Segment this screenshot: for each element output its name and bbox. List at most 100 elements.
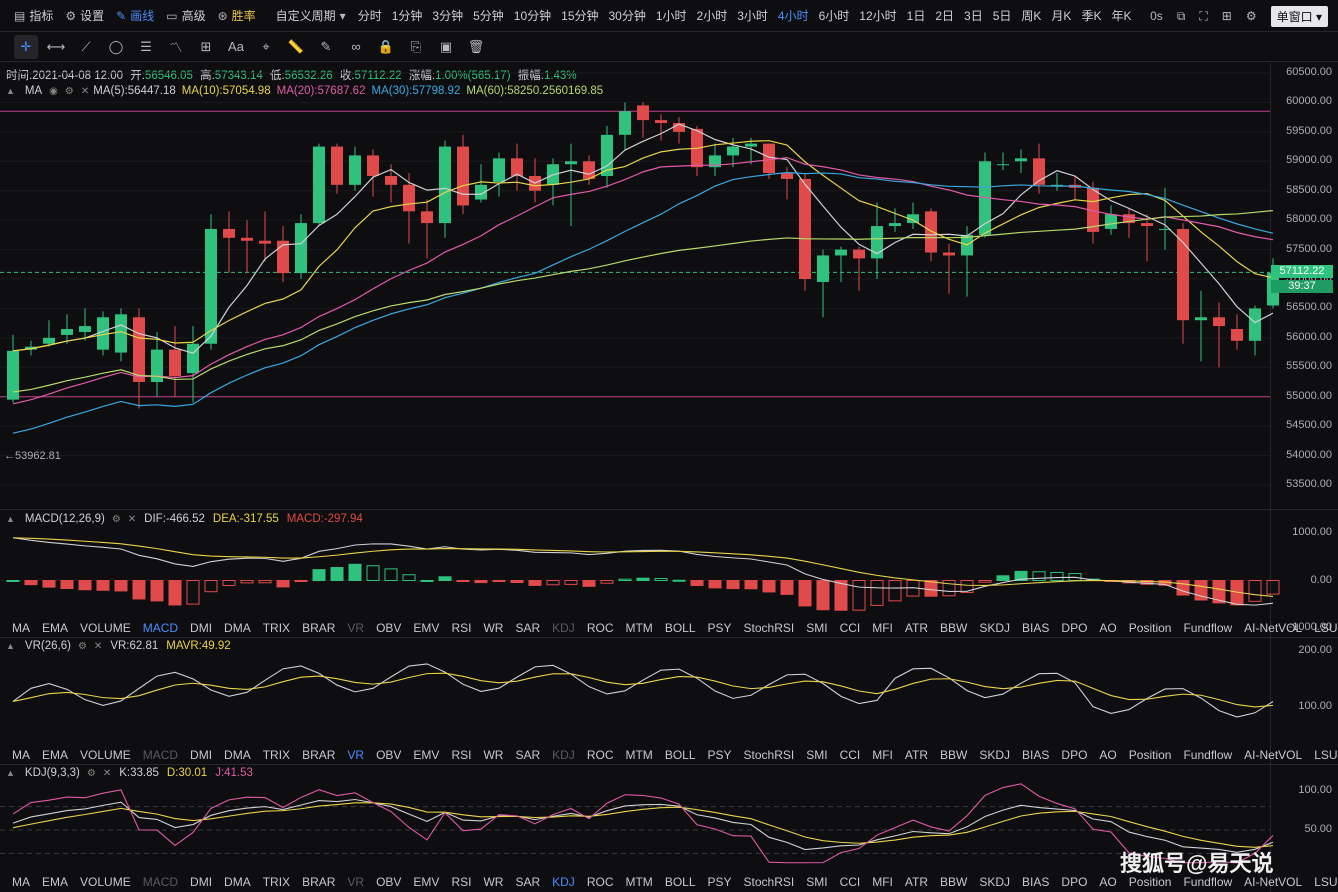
macd-chart[interactable]	[0, 510, 1338, 620]
tab-trix[interactable]: TRIX	[262, 875, 291, 889]
measure-tool-icon[interactable]: ⊞	[200, 38, 212, 54]
tab-boll[interactable]: BOLL	[664, 875, 696, 889]
tab-ai-netvol[interactable]: AI-NetVOL	[1244, 875, 1303, 889]
menu-item-0[interactable]: ▤ 指标	[14, 7, 53, 24]
tab-fundflow[interactable]: Fundflow	[1183, 875, 1233, 889]
gear-icon[interactable]: ⚙	[64, 85, 74, 97]
tab-fundflow[interactable]: Fundflow	[1183, 748, 1233, 762]
menu-item-4[interactable]: ⊛ 胜率	[218, 7, 256, 24]
menu-item-3[interactable]: ▭ 高级	[166, 7, 205, 24]
trash-icon[interactable]: 🗑	[467, 38, 485, 54]
period-2日[interactable]: 2日	[935, 9, 955, 23]
tab-brar[interactable]: BRAR	[302, 875, 336, 889]
period-1小时[interactable]: 1小时	[655, 9, 687, 23]
period-3日[interactable]: 3日	[964, 9, 983, 23]
gear-icon[interactable]: ⚙	[86, 767, 96, 779]
tab-ma[interactable]: MA	[12, 875, 30, 889]
tab-dmi[interactable]: DMI	[190, 621, 213, 635]
tab-cci[interactable]: CCI	[839, 875, 861, 889]
gear-icon[interactable]: ⚙	[111, 513, 121, 525]
tab-dmi[interactable]: DMI	[190, 748, 213, 762]
period-30分钟[interactable]: 30分钟	[608, 9, 646, 23]
tab-macd[interactable]: MACD	[142, 748, 179, 762]
tab-ma[interactable]: MA	[12, 748, 30, 762]
tab-vr[interactable]: VR	[347, 875, 365, 889]
text-tool-icon[interactable]: Aa	[228, 39, 244, 54]
tab-wr[interactable]: WR	[483, 875, 504, 889]
tab-ma[interactable]: MA	[12, 621, 30, 635]
tab-ema[interactable]: EMA	[42, 748, 69, 762]
tab-trix[interactable]: TRIX	[262, 748, 291, 762]
tab-atr[interactable]: ATR	[904, 875, 929, 889]
tab-dpo[interactable]: DPO	[1061, 875, 1088, 889]
tab-mfi[interactable]: MFI	[872, 748, 893, 762]
tab-emv[interactable]: EMV	[413, 748, 440, 762]
collapse-icon[interactable]: ▲	[6, 768, 15, 778]
tab-position[interactable]: Position	[1128, 621, 1172, 635]
menu-item-1[interactable]: ⚙ 设置	[65, 7, 104, 24]
period-3分钟[interactable]: 3分钟	[432, 9, 464, 23]
tab-obv[interactable]: OBV	[376, 875, 402, 889]
close-icon[interactable]: ✕	[102, 767, 112, 779]
collapse-icon[interactable]: ▲	[6, 514, 15, 524]
tab-ema[interactable]: EMA	[42, 621, 69, 635]
tab-bias[interactable]: BIAS	[1022, 875, 1050, 889]
tab-skdj[interactable]: SKDJ	[979, 621, 1011, 635]
tab-psy[interactable]: PSY	[707, 875, 732, 889]
period-10分钟[interactable]: 10分钟	[513, 9, 552, 23]
tab-smi[interactable]: SMI	[806, 748, 828, 762]
period-5日[interactable]: 5日	[992, 9, 1012, 23]
window-mode-select[interactable]: 单窗口 ▾	[1270, 5, 1328, 27]
tab-psy[interactable]: PSY	[707, 748, 732, 762]
tab-macd[interactable]: MACD	[142, 621, 179, 635]
tab-macd[interactable]: MACD	[142, 875, 179, 889]
tab-lsur[interactable]: LSUR	[1314, 748, 1338, 762]
tab-cci[interactable]: CCI	[839, 748, 861, 762]
tab-lsur[interactable]: LSUR	[1314, 621, 1338, 635]
tab-emv[interactable]: EMV	[413, 621, 440, 635]
tab-dpo[interactable]: DPO	[1061, 748, 1088, 762]
tab-sar[interactable]: SAR	[515, 748, 541, 762]
candlestick-chart[interactable]	[0, 63, 1338, 509]
tab-boll[interactable]: BOLL	[664, 748, 696, 762]
tab-roc[interactable]: ROC	[586, 621, 614, 635]
period-3小时[interactable]: 3小时	[737, 9, 768, 23]
tab-bias[interactable]: BIAS	[1022, 621, 1050, 635]
tab-brar[interactable]: BRAR	[302, 621, 336, 635]
tab-bbw[interactable]: BBW	[940, 875, 968, 889]
tab-stochrsi[interactable]: StochRSI	[743, 748, 795, 762]
trendline-tool-icon[interactable]: ⟋	[81, 38, 91, 54]
tab-vr[interactable]: VR	[347, 748, 365, 762]
tab-ai-netvol[interactable]: AI-NetVOL	[1244, 748, 1303, 762]
tab-stochrsi[interactable]: StochRSI	[743, 621, 795, 635]
tab-mtm[interactable]: MTM	[625, 748, 653, 762]
tab-position[interactable]: Position	[1128, 875, 1172, 889]
circle-tool-icon[interactable]: ◯	[108, 38, 124, 54]
vr-chart[interactable]	[0, 637, 1338, 747]
tab-vr[interactable]: VR	[347, 621, 365, 635]
tab-wr[interactable]: WR	[483, 621, 504, 635]
tab-sar[interactable]: SAR	[515, 621, 541, 635]
wave-tool-icon[interactable]: 〽	[169, 40, 183, 55]
tab-obv[interactable]: OBV	[376, 748, 402, 762]
tab-mtm[interactable]: MTM	[625, 875, 653, 889]
tab-dma[interactable]: DMA	[224, 748, 251, 762]
tab-bbw[interactable]: BBW	[940, 748, 968, 762]
close-icon[interactable]: ✕	[127, 513, 137, 525]
tab-roc[interactable]: ROC	[586, 875, 614, 889]
tab-skdj[interactable]: SKDJ	[979, 748, 1011, 762]
period-12小时[interactable]: 12小时	[859, 9, 897, 23]
tab-wr[interactable]: WR	[483, 748, 504, 762]
copy-tool-icon[interactable]: ⎘	[410, 38, 422, 54]
period-1日[interactable]: 1日	[906, 9, 926, 23]
tab-kdj[interactable]: KDJ	[552, 875, 575, 889]
tab-cci[interactable]: CCI	[839, 621, 861, 635]
custom-period-dropdown[interactable]: 自定义周期 ▾	[276, 7, 346, 24]
tab-emv[interactable]: EMV	[413, 875, 440, 889]
tab-atr[interactable]: ATR	[904, 621, 929, 635]
period-5分钟[interactable]: 5分钟	[473, 9, 504, 23]
pencil-tool-icon[interactable]: ✎	[320, 38, 332, 54]
tab-ao[interactable]: AO	[1099, 875, 1117, 889]
tab-dpo[interactable]: DPO	[1061, 621, 1088, 635]
settings-icon[interactable]: ⚙	[1245, 9, 1257, 23]
